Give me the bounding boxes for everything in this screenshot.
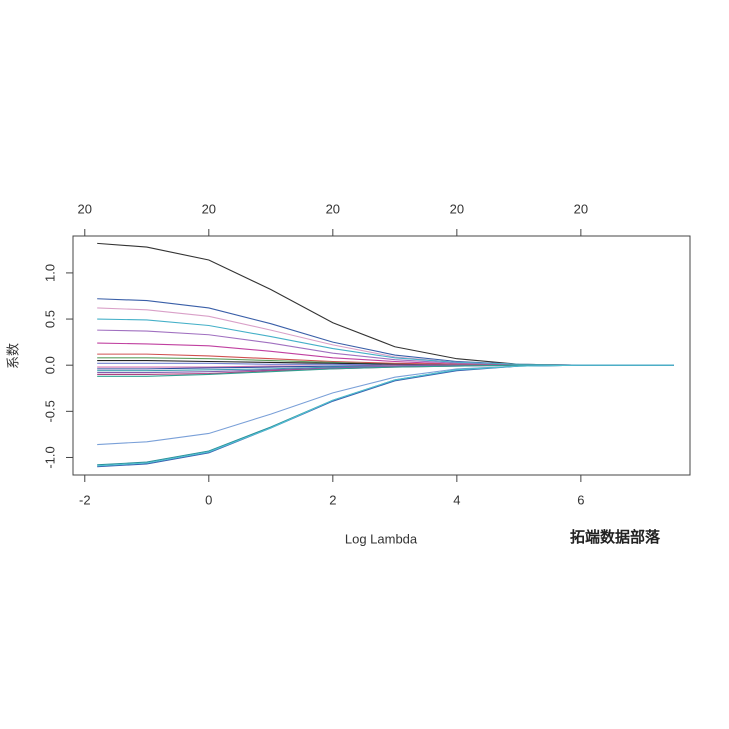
- y-tick-label: 0.5: [42, 310, 57, 328]
- x-tick-label: 2: [329, 492, 336, 507]
- top-tick-label: 20: [574, 201, 588, 216]
- top-tick-label: 20: [450, 201, 464, 216]
- coef-path: [97, 364, 674, 446]
- top-tick-label: 20: [78, 201, 92, 216]
- watermark: 拓端数据部落: [570, 528, 661, 546]
- y-tick-label: 1.0: [42, 264, 57, 282]
- x-tick-label: 0: [205, 492, 212, 507]
- top-tick-label: 20: [202, 201, 216, 216]
- coef-path: [97, 364, 674, 466]
- y-tick-label: -1.0: [42, 446, 57, 468]
- x-axis-label: Log Lambda: [345, 531, 418, 546]
- x-tick-label: -2: [79, 492, 91, 507]
- plot-frame: [72, 235, 691, 476]
- coef-path: [97, 364, 674, 467]
- y-tick-label: 0.0: [42, 356, 57, 374]
- coef-path: [97, 329, 674, 366]
- y-axis-label: 系数: [5, 343, 20, 369]
- x-tick-label: 6: [577, 492, 584, 507]
- coef-path: [97, 364, 674, 468]
- x-tick-label: 4: [453, 492, 460, 507]
- top-tick-label: 20: [326, 201, 340, 216]
- coef-path: [97, 342, 674, 366]
- y-tick-label: -0.5: [42, 400, 57, 422]
- coef-path: [97, 242, 674, 366]
